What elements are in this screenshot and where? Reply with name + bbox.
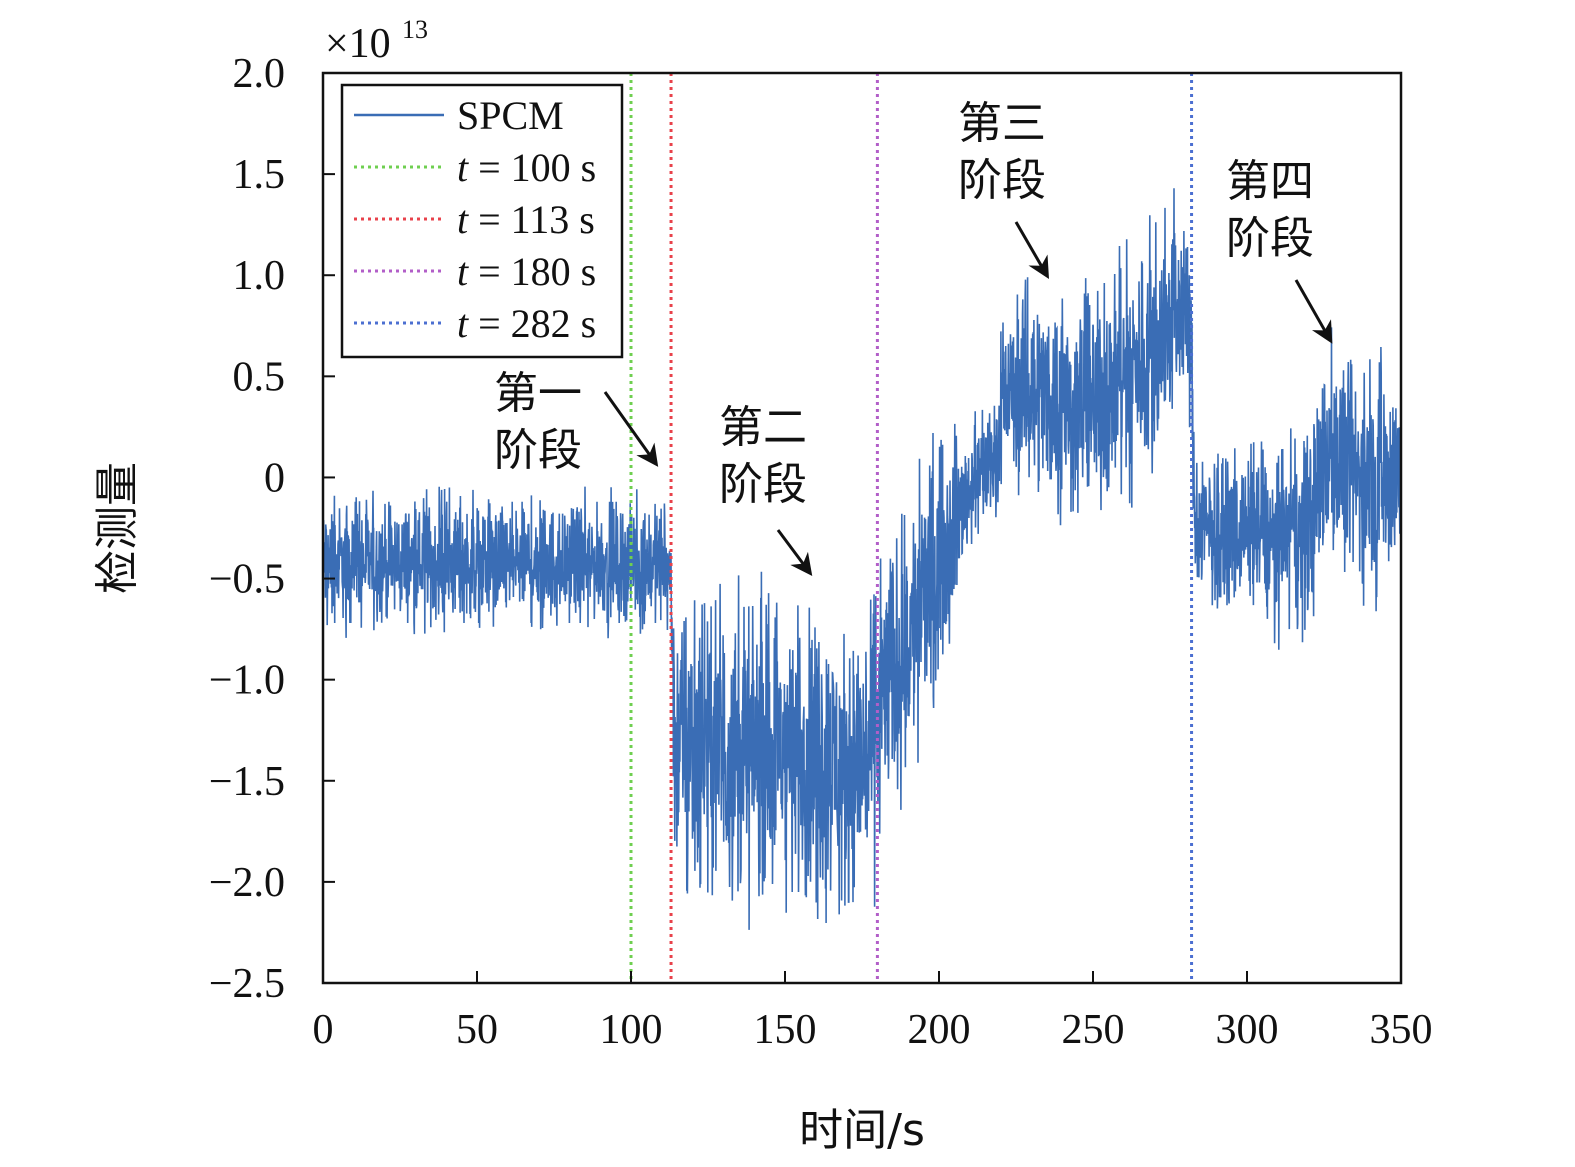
x-axis-title: 时间/s (799, 1105, 925, 1156)
annotation-label: 阶段 (719, 459, 807, 510)
series-line-spcm (323, 188, 1401, 930)
annotation-arrow (776, 529, 813, 577)
x-tick-label: 150 (754, 1007, 817, 1053)
y-tick-label: −2.5 (209, 961, 285, 1007)
x-tick-label: 250 (1062, 1007, 1125, 1053)
annotation-label: 阶段 (1226, 213, 1314, 264)
annotation-arrow (1294, 279, 1333, 344)
legend-label: t = 180 s (457, 249, 596, 294)
annotation-label: 第一 (494, 368, 582, 419)
plot-frame (321, 71, 1403, 985)
annotation-label: 阶段 (494, 425, 582, 476)
y-tick-label: 0.5 (233, 354, 286, 400)
y-tick-label: 1.5 (233, 152, 286, 198)
y-multiplier-exponent: 13 (402, 15, 428, 44)
legend-box (340, 83, 624, 359)
x-tick-label: 0 (313, 1007, 334, 1053)
x-tick-label: 100 (600, 1007, 663, 1053)
y-tick-label: −1.5 (209, 759, 285, 805)
legend-label: t = 282 s (457, 301, 596, 346)
y-tick-label: 2.0 (233, 51, 286, 97)
legend-label: SPCM (457, 93, 564, 138)
annotation-arrow (1014, 221, 1050, 280)
annotation-label: 第四 (1226, 156, 1314, 207)
y-tick-label: −0.5 (209, 557, 285, 603)
legend-label: t = 113 s (457, 197, 595, 242)
y-tick-label: −2.0 (209, 860, 285, 906)
y-axis-title: 检测量 (92, 462, 143, 594)
annotation-label: 第三 (958, 98, 1046, 149)
x-tick-label: 350 (1370, 1007, 1433, 1053)
y-tick-label: 1.0 (233, 253, 286, 299)
y-multiplier: ×10 (325, 21, 391, 67)
annotation-label: 第二 (719, 402, 807, 453)
annotation-label: 阶段 (958, 155, 1046, 206)
annotation-arrow (603, 391, 659, 467)
y-tick-label: −1.0 (209, 658, 285, 704)
legend: SPCM t = 100 s t = 113 s t = 180 s t = 282 s (340, 83, 624, 359)
x-tick-label: 50 (456, 1007, 498, 1053)
x-tick-label: 200 (908, 1007, 971, 1053)
legend-label: t = 100 s (457, 145, 596, 190)
x-tick-label: 300 (1216, 1007, 1279, 1053)
y-tick-label: 0 (264, 455, 285, 501)
